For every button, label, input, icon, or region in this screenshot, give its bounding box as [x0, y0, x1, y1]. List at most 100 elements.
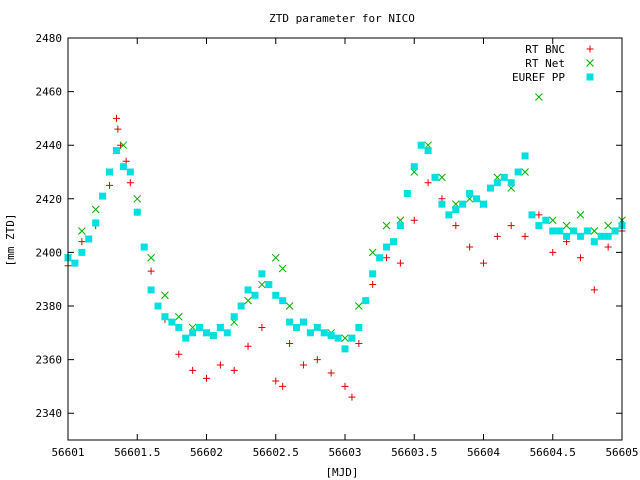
data-point	[175, 350, 183, 358]
data-point	[341, 345, 349, 353]
data-point	[77, 227, 86, 235]
data-point	[299, 318, 307, 326]
data-point	[313, 323, 321, 331]
x-tick-label: 56604.5	[530, 446, 576, 459]
data-point	[389, 238, 397, 246]
data-point	[244, 296, 252, 305]
data-point	[562, 221, 571, 230]
x-tick-label: 56602.5	[253, 446, 299, 459]
data-point	[514, 168, 522, 176]
data-point	[286, 340, 294, 348]
data-point	[244, 286, 252, 294]
x-tick-label: 56601.5	[114, 446, 160, 459]
data-point	[535, 222, 543, 230]
data-point	[383, 254, 391, 262]
data-point	[604, 221, 613, 230]
y-tick-label: 2460	[36, 86, 63, 99]
data-point	[258, 323, 266, 331]
data-point	[549, 248, 557, 256]
data-point	[417, 141, 425, 149]
data-point	[154, 302, 162, 310]
series-euref-pp	[64, 141, 626, 353]
data-point	[92, 219, 100, 227]
data-point	[438, 173, 446, 182]
data-point	[265, 281, 273, 289]
data-point	[78, 238, 86, 246]
x-axis-label: [MJD]	[325, 466, 358, 479]
data-point	[410, 163, 418, 171]
data-point	[354, 302, 363, 310]
data-point	[431, 173, 439, 181]
data-point	[237, 302, 245, 310]
data-point	[500, 173, 508, 181]
data-point	[161, 313, 169, 321]
data-point	[223, 329, 231, 337]
data-point	[473, 195, 481, 203]
data-point	[161, 291, 169, 300]
data-point	[521, 232, 529, 240]
data-point	[535, 93, 543, 101]
data-point	[410, 216, 418, 224]
data-point	[126, 179, 134, 187]
data-point	[590, 227, 599, 235]
data-point	[147, 286, 155, 294]
data-point	[563, 232, 571, 240]
data-point	[521, 152, 529, 160]
data-point	[445, 211, 453, 219]
data-point	[133, 208, 141, 216]
data-point	[459, 200, 467, 208]
data-point	[396, 259, 404, 267]
data-point	[209, 331, 217, 339]
data-point	[570, 227, 578, 235]
data-point	[382, 221, 391, 230]
x-tick-label: 56601	[51, 446, 84, 459]
data-point	[147, 267, 155, 275]
data-point	[119, 141, 128, 150]
data-point	[114, 125, 122, 133]
data-point	[78, 248, 86, 256]
data-point	[133, 194, 142, 203]
data-point	[403, 189, 411, 197]
data-point	[590, 238, 598, 246]
data-point	[424, 179, 432, 187]
data-point	[480, 200, 487, 208]
y-tick-label: 2400	[36, 246, 63, 259]
data-point	[486, 184, 494, 192]
chart-title: ZTD parameter for NICO	[269, 12, 415, 25]
data-point	[556, 227, 564, 235]
data-point	[175, 323, 183, 331]
data-point	[507, 179, 515, 187]
data-point	[112, 114, 120, 122]
legend-marker	[586, 73, 594, 81]
data-point	[271, 253, 280, 262]
data-marks	[64, 93, 626, 401]
data-point	[507, 222, 515, 230]
series-rt-net	[64, 93, 626, 343]
y-tick-label: 2360	[36, 354, 63, 367]
data-point	[293, 323, 301, 331]
data-point	[99, 192, 107, 200]
data-point	[278, 264, 287, 273]
y-tick-label: 2440	[36, 139, 63, 152]
data-point	[85, 235, 93, 243]
x-tick-label: 56603	[328, 446, 361, 459]
data-point	[91, 205, 100, 214]
x-tick-label: 56603.5	[391, 446, 437, 459]
x-tick-label: 56604	[467, 446, 500, 459]
data-point	[424, 147, 432, 155]
data-point	[272, 291, 280, 299]
data-point	[355, 323, 363, 331]
data-point	[119, 163, 127, 171]
plot-frame	[67, 37, 623, 441]
data-point	[203, 374, 210, 382]
data-point	[313, 356, 321, 364]
data-point	[334, 334, 342, 342]
data-point	[583, 227, 591, 235]
data-point	[535, 211, 543, 219]
data-point	[189, 329, 197, 337]
legend-marker	[586, 45, 594, 53]
data-point	[576, 254, 584, 262]
data-point	[549, 227, 557, 235]
series-rt-bnc	[64, 114, 626, 401]
